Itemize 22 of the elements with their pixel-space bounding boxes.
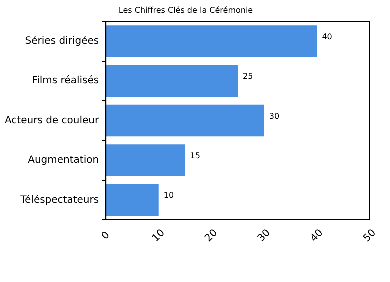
y-tick-label: Téléspectateurs xyxy=(20,194,100,206)
x-tick-label: 50 xyxy=(362,228,378,244)
bar xyxy=(106,26,318,58)
y-tick-label: Acteurs de couleur xyxy=(4,115,100,126)
y-tick-label: Séries dirigées xyxy=(25,36,100,48)
x-tick-label: 20 xyxy=(203,228,220,244)
bar xyxy=(106,104,264,137)
bar xyxy=(106,144,186,176)
data-label: 15 xyxy=(190,152,200,161)
data-label: 25 xyxy=(243,72,254,82)
x-tick-label: 30 xyxy=(256,228,273,244)
x-tick-label: 0 xyxy=(100,230,112,242)
bar xyxy=(106,184,159,216)
bar xyxy=(106,65,238,97)
x-tick-label: 40 xyxy=(308,228,326,244)
chart-title: Les Chiffres Clés de la Cérémonie xyxy=(118,6,254,15)
y-tick-label: Augmentation xyxy=(28,155,100,166)
x-tick-label: 10 xyxy=(150,228,168,244)
data-label: 40 xyxy=(322,32,332,42)
y-tick-label: Films réalisés xyxy=(32,76,100,87)
data-label: 10 xyxy=(164,191,174,200)
data-label: 30 xyxy=(269,112,280,121)
